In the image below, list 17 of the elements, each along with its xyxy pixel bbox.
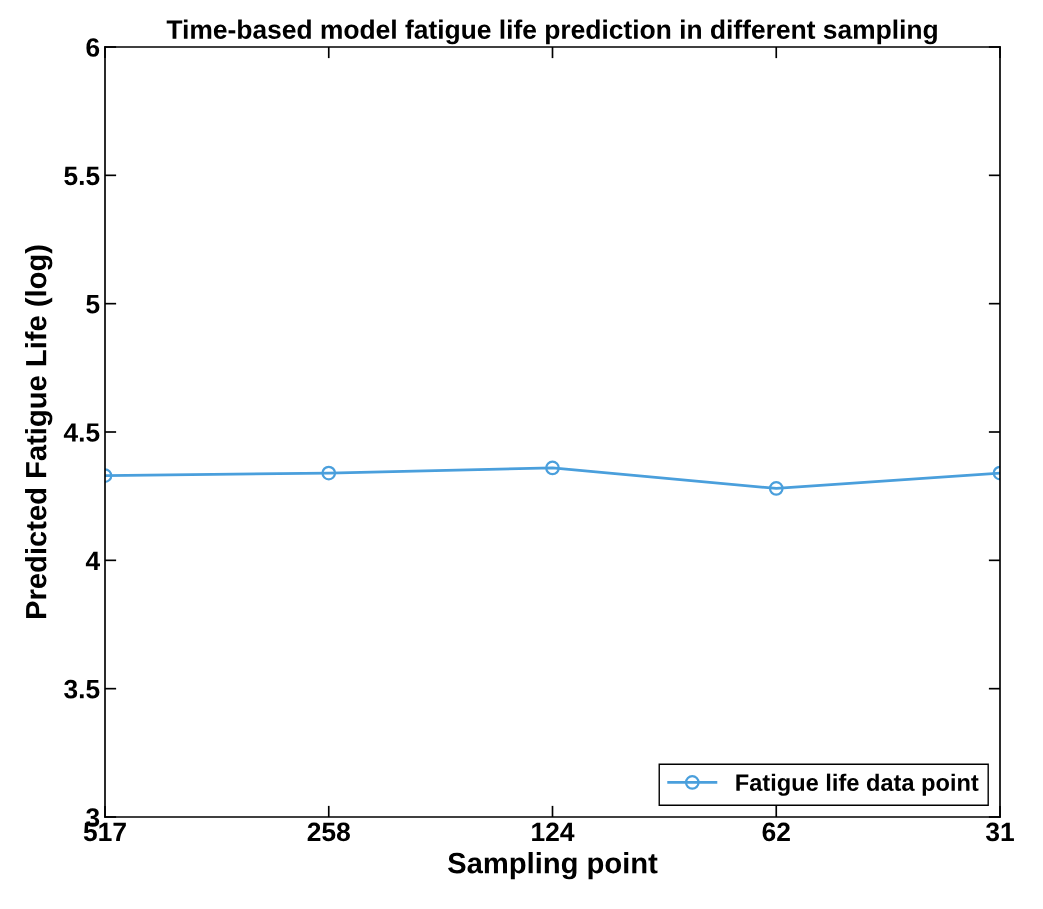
x-axis-title: Sampling point [448, 852, 658, 880]
y-tick-label: 4.5 [63, 423, 100, 442]
y-tick-label: 4 [85, 551, 100, 570]
y-axis-title: Predicted Fatigue Life (log) [25, 245, 53, 619]
chart-title: Time-based model fatigue life prediction in different sampling [166, 19, 937, 45]
y-tick-label: 5 [86, 295, 100, 314]
x-tick-label: 124 [532, 822, 575, 841]
y-tick-label: 5.5 [64, 166, 100, 186]
x-tick-label: 31 [985, 822, 1014, 842]
point [545, 460, 560, 476]
point [321, 465, 337, 481]
x-tick-label: 258 [307, 822, 350, 842]
y-tick-label: 6 [86, 38, 100, 57]
y-tick-label: 3.5 [64, 679, 100, 699]
legend-label: Fatigue life data point [736, 773, 979, 796]
x-tick-label: 62 [762, 822, 790, 842]
point [768, 481, 784, 496]
